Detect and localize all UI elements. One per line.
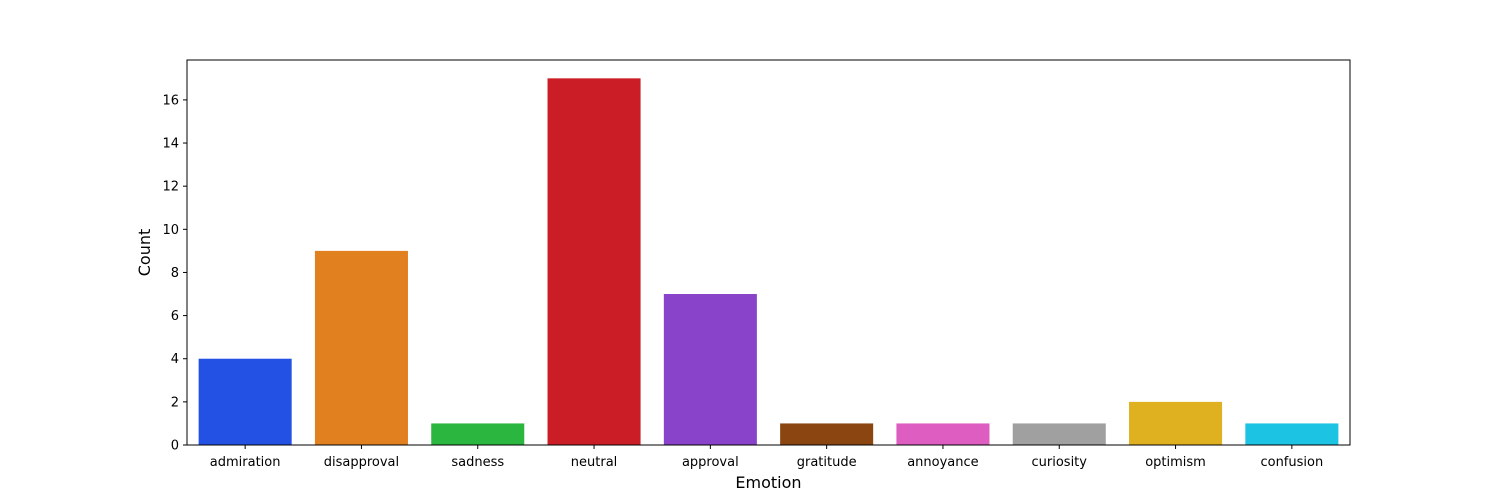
bar-approval xyxy=(663,294,757,445)
bar-sadness xyxy=(431,423,525,445)
x-tick-label: gratitude xyxy=(797,455,857,470)
bar-confusion xyxy=(1245,423,1339,445)
bar-neutral xyxy=(547,78,641,445)
x-tick-label: confusion xyxy=(1260,455,1323,470)
y-tick-label: 14 xyxy=(162,137,179,152)
bar-admiration xyxy=(198,358,292,445)
x-tick-label: optimism xyxy=(1145,455,1206,470)
x-tick-label: annoyance xyxy=(907,455,978,470)
y-tick-label: 0 xyxy=(171,439,179,454)
y-tick-label: 4 xyxy=(171,352,179,367)
bar-disapproval xyxy=(314,250,408,445)
y-axis-label: Count xyxy=(135,229,154,277)
x-tick-label: disapproval xyxy=(324,455,399,470)
y-tick-label: 12 xyxy=(162,180,179,195)
x-axis-ticks: admiration disapproval sadness neutral appro… xyxy=(210,445,1323,470)
x-tick-label: approval xyxy=(682,455,739,470)
x-tick-label: neutral xyxy=(571,455,618,470)
x-tick-label: sadness xyxy=(451,455,504,470)
y-tick-label: 10 xyxy=(162,223,179,238)
bar-annoyance xyxy=(896,423,990,445)
y-tick-label: 6 xyxy=(171,309,179,324)
y-axis-ticks: 0 2 4 6 8 10 12 14 16 xyxy=(162,93,187,454)
y-tick-label: 2 xyxy=(171,395,179,410)
bars-group xyxy=(198,78,1339,445)
x-tick-label: admiration xyxy=(210,455,281,470)
x-axis-label: Emotion xyxy=(735,473,801,492)
bar-curiosity xyxy=(1012,423,1106,445)
y-tick-label: 16 xyxy=(162,93,179,108)
y-tick-label: 8 xyxy=(171,266,179,281)
bar-optimism xyxy=(1129,401,1223,445)
bar-gratitude xyxy=(780,423,874,445)
plot-frame xyxy=(186,59,1351,446)
x-tick-label: curiosity xyxy=(1032,455,1088,470)
